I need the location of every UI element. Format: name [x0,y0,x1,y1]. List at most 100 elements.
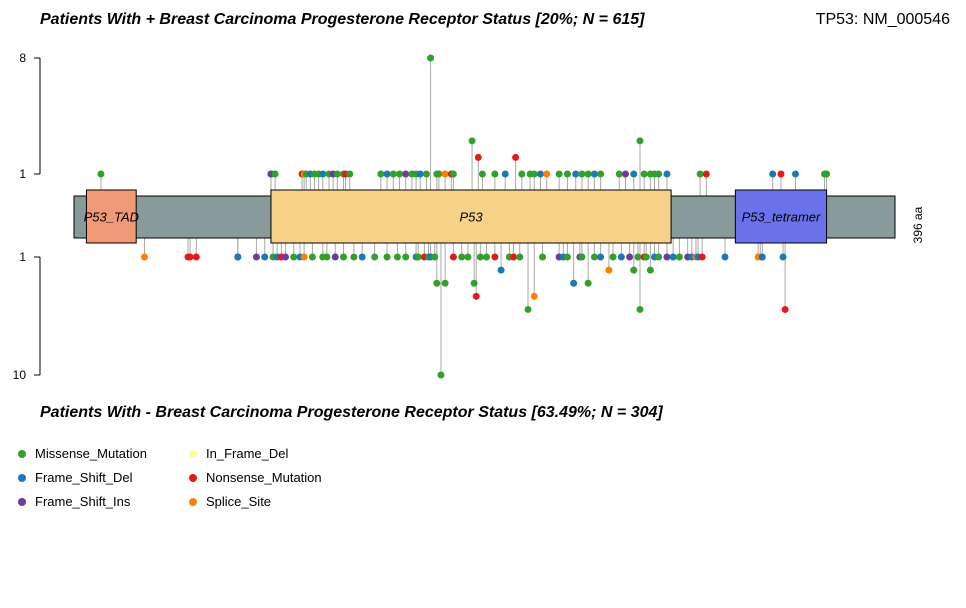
legend-swatch [189,449,197,458]
domain-label: P53_TAD [84,210,139,225]
legend-label: Frame_Shift_Del [35,470,133,485]
bottom-mutation-dot [234,253,242,261]
top-mutation-dot [474,153,482,161]
top-mutation-dot [346,170,354,178]
top-mutation-dot [478,170,486,178]
top-mutation-dot [377,170,385,178]
bottom-mutation-dot [186,253,194,261]
legend-label: In_Frame_Del [206,446,289,461]
top-mutation-dot [578,170,586,178]
bottom-mutation-dot [192,253,200,261]
top-mutation-dot [655,170,663,178]
chart-title-top: Patients With + Breast Carcinoma Progest… [40,11,645,28]
legend-item: Missense_Mutation [18,446,147,461]
bottom-mutation-dot [140,253,148,261]
top-mutation-dot [630,170,638,178]
bottom-mutation-dot [497,266,505,274]
bottom-mutation-dot [617,253,625,261]
bottom-mutation-dot [646,266,654,274]
domain-box [270,189,672,244]
top-mutation-dot [572,170,580,178]
top-mutation-dot [441,170,449,178]
bottom-mutation-dot [323,253,331,261]
top-mutation-dot [449,170,457,178]
bottom-mutation-dot [655,253,663,261]
domain-label: P53_tetramer [742,210,821,225]
bottom-mutation-dot [669,253,677,261]
gene-label: TP53: NM_000546 [815,11,950,28]
bottom-mutation-dot [597,253,605,261]
bottom-mutation-dot [371,253,379,261]
legend-item: Frame_Shift_Ins [18,494,130,509]
protein-length-label: 396 aa [911,206,925,243]
top-mutation-dot [702,170,710,178]
top-mutation-dot [271,170,279,178]
bottom-mutation-dot [590,253,598,261]
top-mutation-dot [512,153,520,161]
top-mutation-dot [518,170,526,178]
legend-label: Missense_Mutation [35,446,147,461]
top-mutation-dot [663,170,671,178]
legend-swatch [18,497,26,506]
bottom-mutation-dot [663,253,671,261]
bottom-mutation-dot [358,253,366,261]
bottom-mutation-dot [630,266,638,274]
bottom-mutation-dot [584,279,592,287]
top-mutation-dot [791,170,799,178]
bottom-mutation-dot [758,253,766,261]
legend-swatch [18,473,26,482]
bottom-mutation-dot [491,253,499,261]
top-mutation-dot [402,170,410,178]
top-mutation-dot [530,170,538,178]
top-mutation-dot [389,170,397,178]
bottom-axis-tick-label: 10 [13,368,27,382]
bottom-mutation-dot [414,253,422,261]
top-mutation-dot [563,170,571,178]
bottom-mutation-dot [383,253,391,261]
bottom-mutation-dot [252,253,260,261]
top-mutation-dot [333,170,341,178]
bottom-mutation-dot [290,253,298,261]
bottom-mutation-dot [530,292,538,300]
top-mutation-dot [319,170,327,178]
bottom-mutation-dot [721,253,729,261]
bottom-mutation-dot [675,253,683,261]
bottom-mutation-dot [642,253,650,261]
legend-swatch [18,449,26,458]
legend-label: Splice_Site [206,494,272,509]
bottom-mutation-dot [402,253,410,261]
top-mutation-dot [427,54,435,62]
bottom-mutation-dot [510,253,518,261]
bottom-mutation-dot [393,253,401,261]
bottom-mutation-dot [308,253,316,261]
top-mutation-dot [97,170,105,178]
bottom-mutation-dot [464,253,472,261]
top-mutation-dot [636,137,644,145]
legend-label: Frame_Shift_Ins [35,494,131,509]
top-mutation-dot [769,170,777,178]
bottom-mutation-dot [539,253,547,261]
bottom-mutation-dot [472,292,480,300]
top-mutation-dot [416,170,424,178]
top-mutation-dot [468,137,476,145]
bottom-mutation-dot [698,253,706,261]
bottom-axis-tick-label: 1 [19,250,26,264]
bottom-mutation-dot [433,279,441,287]
bottom-mutation-dot [626,253,634,261]
bottom-mutation-dot [779,253,787,261]
bottom-mutation-dot [609,253,617,261]
bottom-mutation-dot [300,253,308,261]
legend-item: Frame_Shift_Del [18,470,133,485]
top-mutation-dot [383,170,391,178]
legend-swatch [189,473,197,482]
bottom-mutation-dot [634,253,642,261]
bottom-mutation-dot [524,305,532,313]
top-mutation-dot [640,170,648,178]
top-mutation-dot [422,170,430,178]
top-mutation-dot [696,170,704,178]
bottom-mutation-dot [570,279,578,287]
bottom-mutation-dot [470,279,478,287]
bottom-mutation-dot [563,253,571,261]
bottom-mutation-dot [483,253,491,261]
domain-box [85,189,137,244]
